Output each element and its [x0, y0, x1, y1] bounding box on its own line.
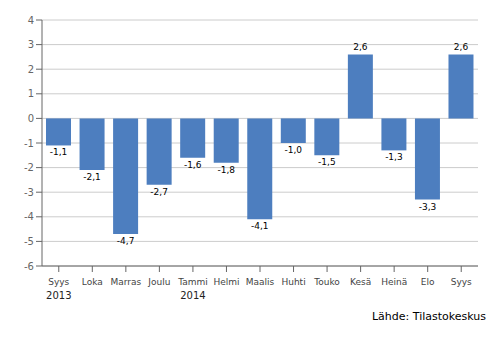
svg-text:3: 3	[28, 39, 34, 50]
svg-text:2,6: 2,6	[353, 42, 368, 52]
svg-text:-1,0: -1,0	[285, 145, 303, 155]
svg-text:-1,3: -1,3	[385, 152, 403, 162]
svg-text:Heinä: Heinä	[381, 277, 407, 287]
svg-text:-1,1: -1,1	[50, 147, 68, 157]
svg-text:Syys: Syys	[451, 277, 472, 287]
svg-text:-2: -2	[24, 162, 34, 173]
svg-text:-5: -5	[24, 236, 34, 247]
svg-text:-4,1: -4,1	[251, 221, 269, 231]
svg-text:Kesä: Kesä	[350, 277, 371, 287]
html-text:Lähde: Tilastokeskus: Lähde: Tilastokeskus	[372, 310, 486, 323]
svg-text:0: 0	[28, 113, 34, 124]
svg-text:-1,6: -1,6	[184, 160, 202, 170]
svg-text:-4: -4	[24, 211, 34, 222]
svg-text:1: 1	[28, 88, 34, 99]
svg-text:2,6: 2,6	[454, 42, 469, 52]
svg-text:-4,7: -4,7	[117, 236, 135, 246]
svg-text:Joulu: Joulu	[147, 277, 170, 287]
svg-text:-3,3: -3,3	[419, 202, 437, 212]
svg-text:-1,8: -1,8	[217, 165, 235, 175]
svg-text:2013: 2013	[46, 290, 71, 301]
svg-text:-1: -1	[24, 138, 34, 149]
svg-text:Tammi: Tammi	[177, 277, 208, 287]
svg-text:Loka: Loka	[82, 277, 103, 287]
svg-text:-2,1: -2,1	[83, 172, 101, 182]
svg-text:-3: -3	[24, 187, 34, 198]
svg-text:Elo: Elo	[421, 277, 435, 287]
svg-text:2014: 2014	[180, 290, 205, 301]
svg-text:-6: -6	[24, 261, 34, 272]
svg-text:Maalis: Maalis	[246, 277, 275, 287]
svg-text:Touko: Touko	[313, 277, 340, 287]
svg-text:Marras: Marras	[110, 277, 141, 287]
svg-text:2: 2	[28, 64, 34, 75]
svg-text:Helmi: Helmi	[213, 277, 239, 287]
svg-text:Syys: Syys	[48, 277, 69, 287]
svg-text:Huhti: Huhti	[281, 277, 305, 287]
svg-text:4: 4	[28, 15, 34, 26]
svg-text:-1,5: -1,5	[318, 157, 336, 167]
svg-text:-2,7: -2,7	[150, 187, 168, 197]
